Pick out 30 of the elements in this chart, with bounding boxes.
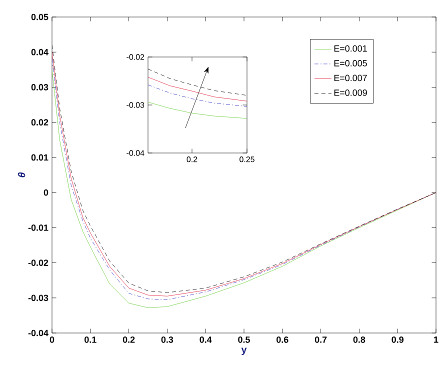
line-series bbox=[148, 76, 248, 102]
y-tick-label: 0 bbox=[44, 189, 48, 196]
x-tick-label: 0.8 bbox=[353, 336, 366, 343]
y-tick-label: 0.02 bbox=[31, 119, 48, 126]
x-tick-label: 0.4 bbox=[200, 336, 212, 343]
y-axis-title: θ bbox=[18, 172, 26, 178]
x-tick-label: 0.2 bbox=[122, 336, 135, 343]
x-axis-title: y bbox=[241, 348, 247, 356]
line-series bbox=[148, 84, 248, 107]
x-tick-label: 1 bbox=[434, 336, 438, 343]
x-tick-label: 0.1 bbox=[84, 336, 96, 343]
y-tick-label: -0.04 bbox=[28, 330, 48, 336]
x-tick-label: 0 bbox=[50, 336, 54, 343]
legend-label: E=0.001 bbox=[334, 45, 367, 52]
y-tick-label: 0.04 bbox=[31, 48, 48, 56]
x-tick-label: 0.9 bbox=[392, 336, 404, 343]
x-tick-label: 0.3 bbox=[161, 336, 174, 343]
y-tick-label: 0.03 bbox=[31, 84, 48, 90]
line-series bbox=[148, 102, 248, 119]
y-tick-label: 0.01 bbox=[31, 154, 48, 161]
y-tick-label: -0.02 bbox=[28, 260, 48, 266]
x-tick-label: 0.5 bbox=[238, 336, 250, 343]
legend-label: E=0.005 bbox=[334, 60, 367, 66]
x-tick-label: 0.6 bbox=[276, 336, 288, 343]
y-tick-label: 0.05 bbox=[31, 14, 48, 20]
y-tick-label: -0.01 bbox=[28, 224, 48, 231]
x-tick-label: 0.7 bbox=[314, 336, 327, 343]
legend-label: E=0.009 bbox=[334, 90, 367, 96]
legend-label: E=0.007 bbox=[334, 74, 367, 82]
y-tick-label: -0.03 bbox=[28, 294, 48, 302]
